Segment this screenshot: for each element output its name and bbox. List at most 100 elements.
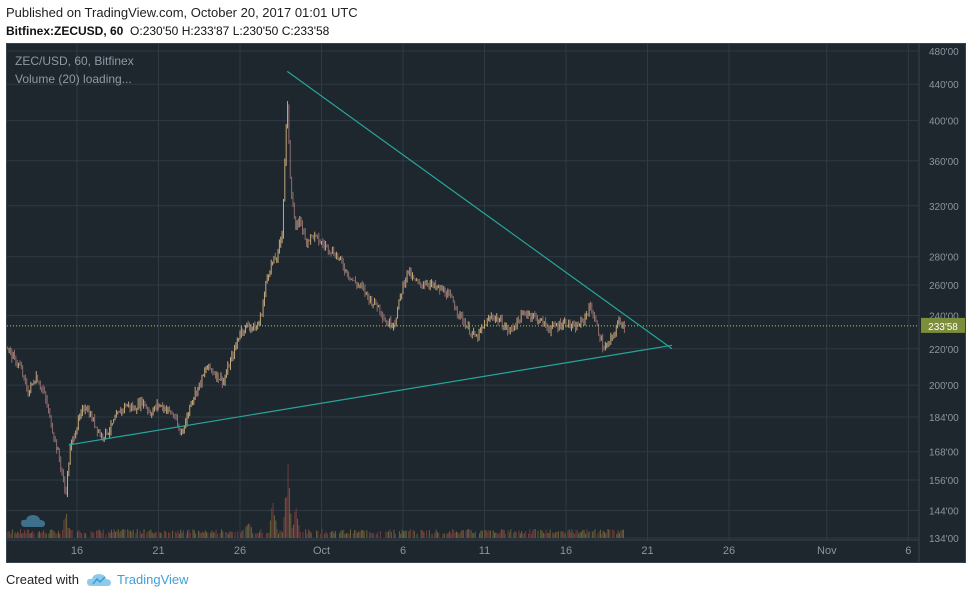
symbol-label: Bitfinex:ZECUSD, 60 — [6, 24, 124, 38]
volume-bar — [56, 533, 58, 538]
volume-bar — [599, 529, 601, 538]
volume-bar — [356, 532, 358, 538]
volume-bar — [55, 533, 57, 538]
volume-bar — [259, 531, 261, 538]
volume-bar — [203, 532, 205, 538]
volume-bar — [530, 533, 532, 538]
x-tick-label: 21 — [152, 545, 164, 557]
volume-bar — [53, 531, 55, 538]
volume-bar — [533, 529, 535, 538]
volume-bar — [9, 531, 11, 538]
volume-bar — [234, 532, 236, 538]
volume-bar — [576, 530, 578, 538]
y-tick-label: 200'00 — [929, 381, 959, 392]
volume-bar — [567, 530, 569, 538]
volume-bar — [188, 529, 190, 538]
y-tick-label: 320'00 — [929, 202, 959, 213]
volume-bar — [146, 532, 148, 538]
volume-bar — [91, 532, 93, 538]
volume-bar — [105, 533, 107, 538]
volume-bar — [474, 531, 476, 538]
volume-bar — [298, 525, 300, 538]
volume-bar — [260, 529, 262, 538]
tradingview-link[interactable]: TradingView — [116, 572, 189, 587]
volume-bar — [169, 532, 171, 538]
volume-bar — [348, 533, 350, 538]
volume-bar — [468, 529, 470, 538]
volume-bar — [466, 529, 468, 538]
volume-bar — [320, 533, 322, 538]
volume-bar — [587, 532, 589, 538]
volume-bar — [423, 531, 425, 538]
volume-bar — [594, 529, 596, 538]
volume-bar — [77, 531, 78, 538]
volume-bar — [129, 530, 131, 538]
volume-bar — [510, 529, 512, 538]
volume-bar — [174, 531, 176, 538]
volume-bar — [189, 532, 191, 538]
volume-bar — [19, 529, 21, 538]
volume-bar — [142, 533, 144, 538]
volume-bar — [178, 533, 180, 538]
volume-bar — [586, 529, 588, 538]
volume-bar — [389, 529, 391, 538]
volume-bar — [299, 532, 301, 538]
volume-bar — [276, 529, 278, 538]
volume-bar — [546, 532, 548, 538]
volume-bar — [85, 533, 87, 538]
volume-bar — [136, 529, 138, 538]
volume-bar — [66, 513, 68, 538]
volume-bar — [568, 529, 570, 538]
volume-bar — [446, 533, 448, 538]
volume-bar — [41, 532, 43, 538]
volume-bar — [428, 530, 430, 538]
volume-bar — [204, 530, 206, 538]
y-tick-label: 144'00 — [929, 507, 959, 518]
volume-bar — [598, 531, 600, 538]
volume-bar — [540, 529, 542, 538]
volume-bar — [29, 533, 31, 538]
current-price-tag — [921, 317, 965, 333]
volume-bar — [124, 530, 126, 538]
volume-bar — [59, 533, 61, 538]
volume-bar — [121, 529, 123, 538]
volume-bar — [98, 529, 100, 538]
volume-bar — [237, 531, 239, 538]
volume-bar — [564, 533, 566, 538]
volume-bar — [582, 529, 584, 538]
volume-bar — [200, 532, 202, 538]
volume-bar — [366, 530, 368, 538]
y-tick-label: 260'00 — [929, 281, 959, 292]
volume-bar — [305, 529, 307, 538]
volume-bar — [333, 533, 335, 538]
y-tick-label: 440'00 — [929, 80, 959, 91]
volume-bar — [187, 530, 189, 538]
volume-bar — [112, 532, 114, 538]
volume-bar — [250, 527, 252, 538]
x-tick-label: 16 — [560, 545, 572, 557]
volume-bar — [393, 529, 395, 538]
chart-frame[interactable]: 134'00 144'00 156'00 168'00 184'00 200'00 220'… — [6, 43, 966, 563]
volume-bar — [67, 528, 69, 538]
volume-bar — [172, 530, 174, 538]
volume-bar — [335, 531, 337, 538]
volume-bar — [117, 529, 119, 538]
volume-bar — [585, 533, 587, 538]
volume-bar — [457, 532, 459, 538]
volume-bar — [360, 530, 362, 538]
trendline[interactable] — [286, 70, 673, 350]
volume-bar — [70, 529, 72, 538]
volume-bar — [24, 530, 26, 538]
volume-bar — [362, 529, 364, 538]
trendline[interactable] — [68, 344, 673, 446]
price-chart[interactable]: 134'00 144'00 156'00 168'00 184'00 200'00 220'… — [7, 44, 965, 562]
volume-bar — [282, 532, 284, 538]
volume-bar — [321, 529, 323, 538]
volume-bar — [14, 532, 16, 538]
volume-bar — [18, 533, 20, 538]
volume-bar — [575, 529, 577, 538]
volume-bar — [597, 533, 599, 538]
volume-bar — [279, 530, 281, 538]
volume-bar — [458, 533, 460, 538]
volume-bar — [165, 531, 167, 538]
